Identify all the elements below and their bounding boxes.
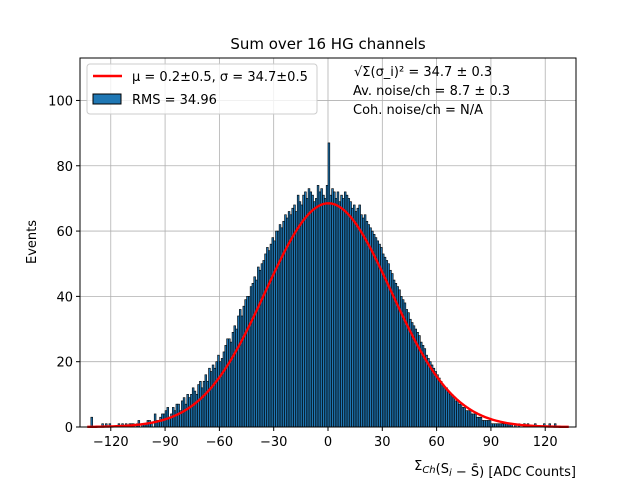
x-tick-label: −90	[151, 435, 178, 450]
x-tick-label: 30	[374, 435, 391, 450]
x-tick-label: 90	[483, 435, 500, 450]
y-axis-label: Events	[25, 220, 40, 264]
annotation-avg-noise: Av. noise/ch = 8.7 ± 0.3	[353, 84, 510, 99]
y-tick-label: 40	[56, 290, 73, 305]
y-tick-label: 0	[65, 421, 73, 436]
x-tick-label: −120	[93, 435, 129, 450]
annotation-sum-sigma: √Σ(σ_i)² = 34.7 ± 0.3	[354, 65, 492, 80]
histogram-bar	[90, 416, 93, 428]
x-tick-label: −60	[206, 435, 233, 450]
x-axis-ticks: −120 −90 −60 −30 0 30 60 90 120	[93, 427, 558, 450]
y-tick-label: 100	[48, 94, 73, 109]
annotation-coherent-noise: Coh. noise/ch = N/A	[353, 103, 483, 118]
y-tick-label: 80	[56, 160, 73, 175]
legend-fit-label: μ = 0.2±0.5, σ = 34.7±0.5	[132, 70, 308, 85]
x-axis-label: ΣCh(Si − S̄) [ADC Counts]	[414, 459, 576, 480]
x-tick-label: 60	[428, 435, 445, 450]
gaussian-fit-curve	[87, 202, 569, 429]
legend-rms-swatch	[92, 93, 122, 105]
x-tick-label: 120	[533, 435, 558, 450]
y-axis-ticks: 0 20 40 60 80 100	[48, 94, 80, 436]
x-tick-label: 0	[324, 435, 332, 450]
legend: μ = 0.2±0.5, σ = 34.7±0.5 RMS = 34.96	[86, 63, 318, 115]
legend-box	[86, 63, 318, 115]
y-tick-label: 20	[56, 356, 73, 371]
x-tick-label: −30	[260, 435, 287, 450]
legend-rms-label: RMS = 34.96	[132, 93, 217, 108]
y-tick-label: 60	[56, 225, 73, 240]
chart-title: Sum over 16 HG channels	[230, 35, 426, 53]
stats-annotations: √Σ(σ_i)² = 34.7 ± 0.3 Av. noise/ch = 8.7…	[353, 65, 510, 118]
